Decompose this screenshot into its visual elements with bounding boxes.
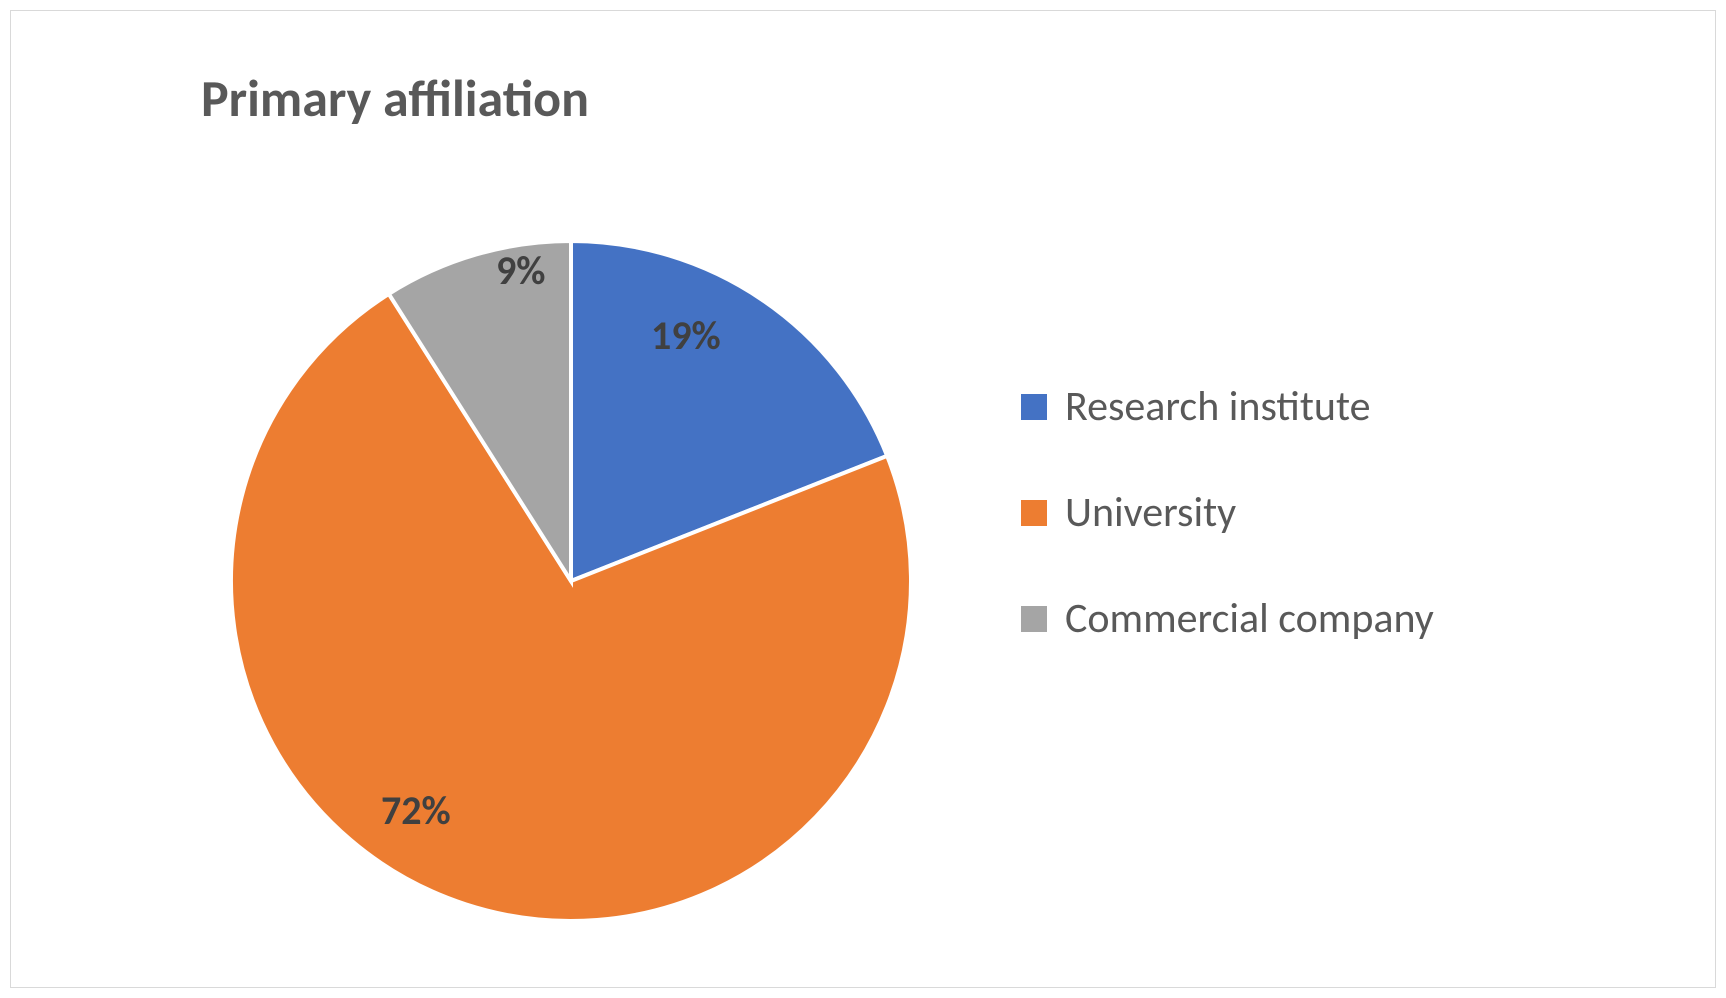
legend-label: Research institute <box>1065 381 1370 432</box>
data-label-commercial-company: 9% <box>496 246 545 295</box>
legend-swatch-university <box>1021 500 1047 526</box>
pie-chart: 19% 72% 9% <box>231 241 911 921</box>
legend-item-university: University <box>1021 487 1434 538</box>
legend-item-research-institute: Research institute <box>1021 381 1434 432</box>
legend: Research institute University Commercial… <box>1021 381 1434 699</box>
legend-item-commercial-company: Commercial company <box>1021 593 1434 644</box>
legend-swatch-research-institute <box>1021 394 1047 420</box>
legend-swatch-commercial-company <box>1021 606 1047 632</box>
data-label-university: 72% <box>381 786 451 835</box>
chart-title: Primary affiliation <box>201 66 589 130</box>
data-label-research-institute: 19% <box>651 311 721 360</box>
pie-svg <box>231 241 911 921</box>
chart-frame: Primary affiliation 19% 72% 9% Research … <box>10 10 1716 988</box>
legend-label: Commercial company <box>1065 593 1434 644</box>
legend-label: University <box>1065 487 1236 538</box>
